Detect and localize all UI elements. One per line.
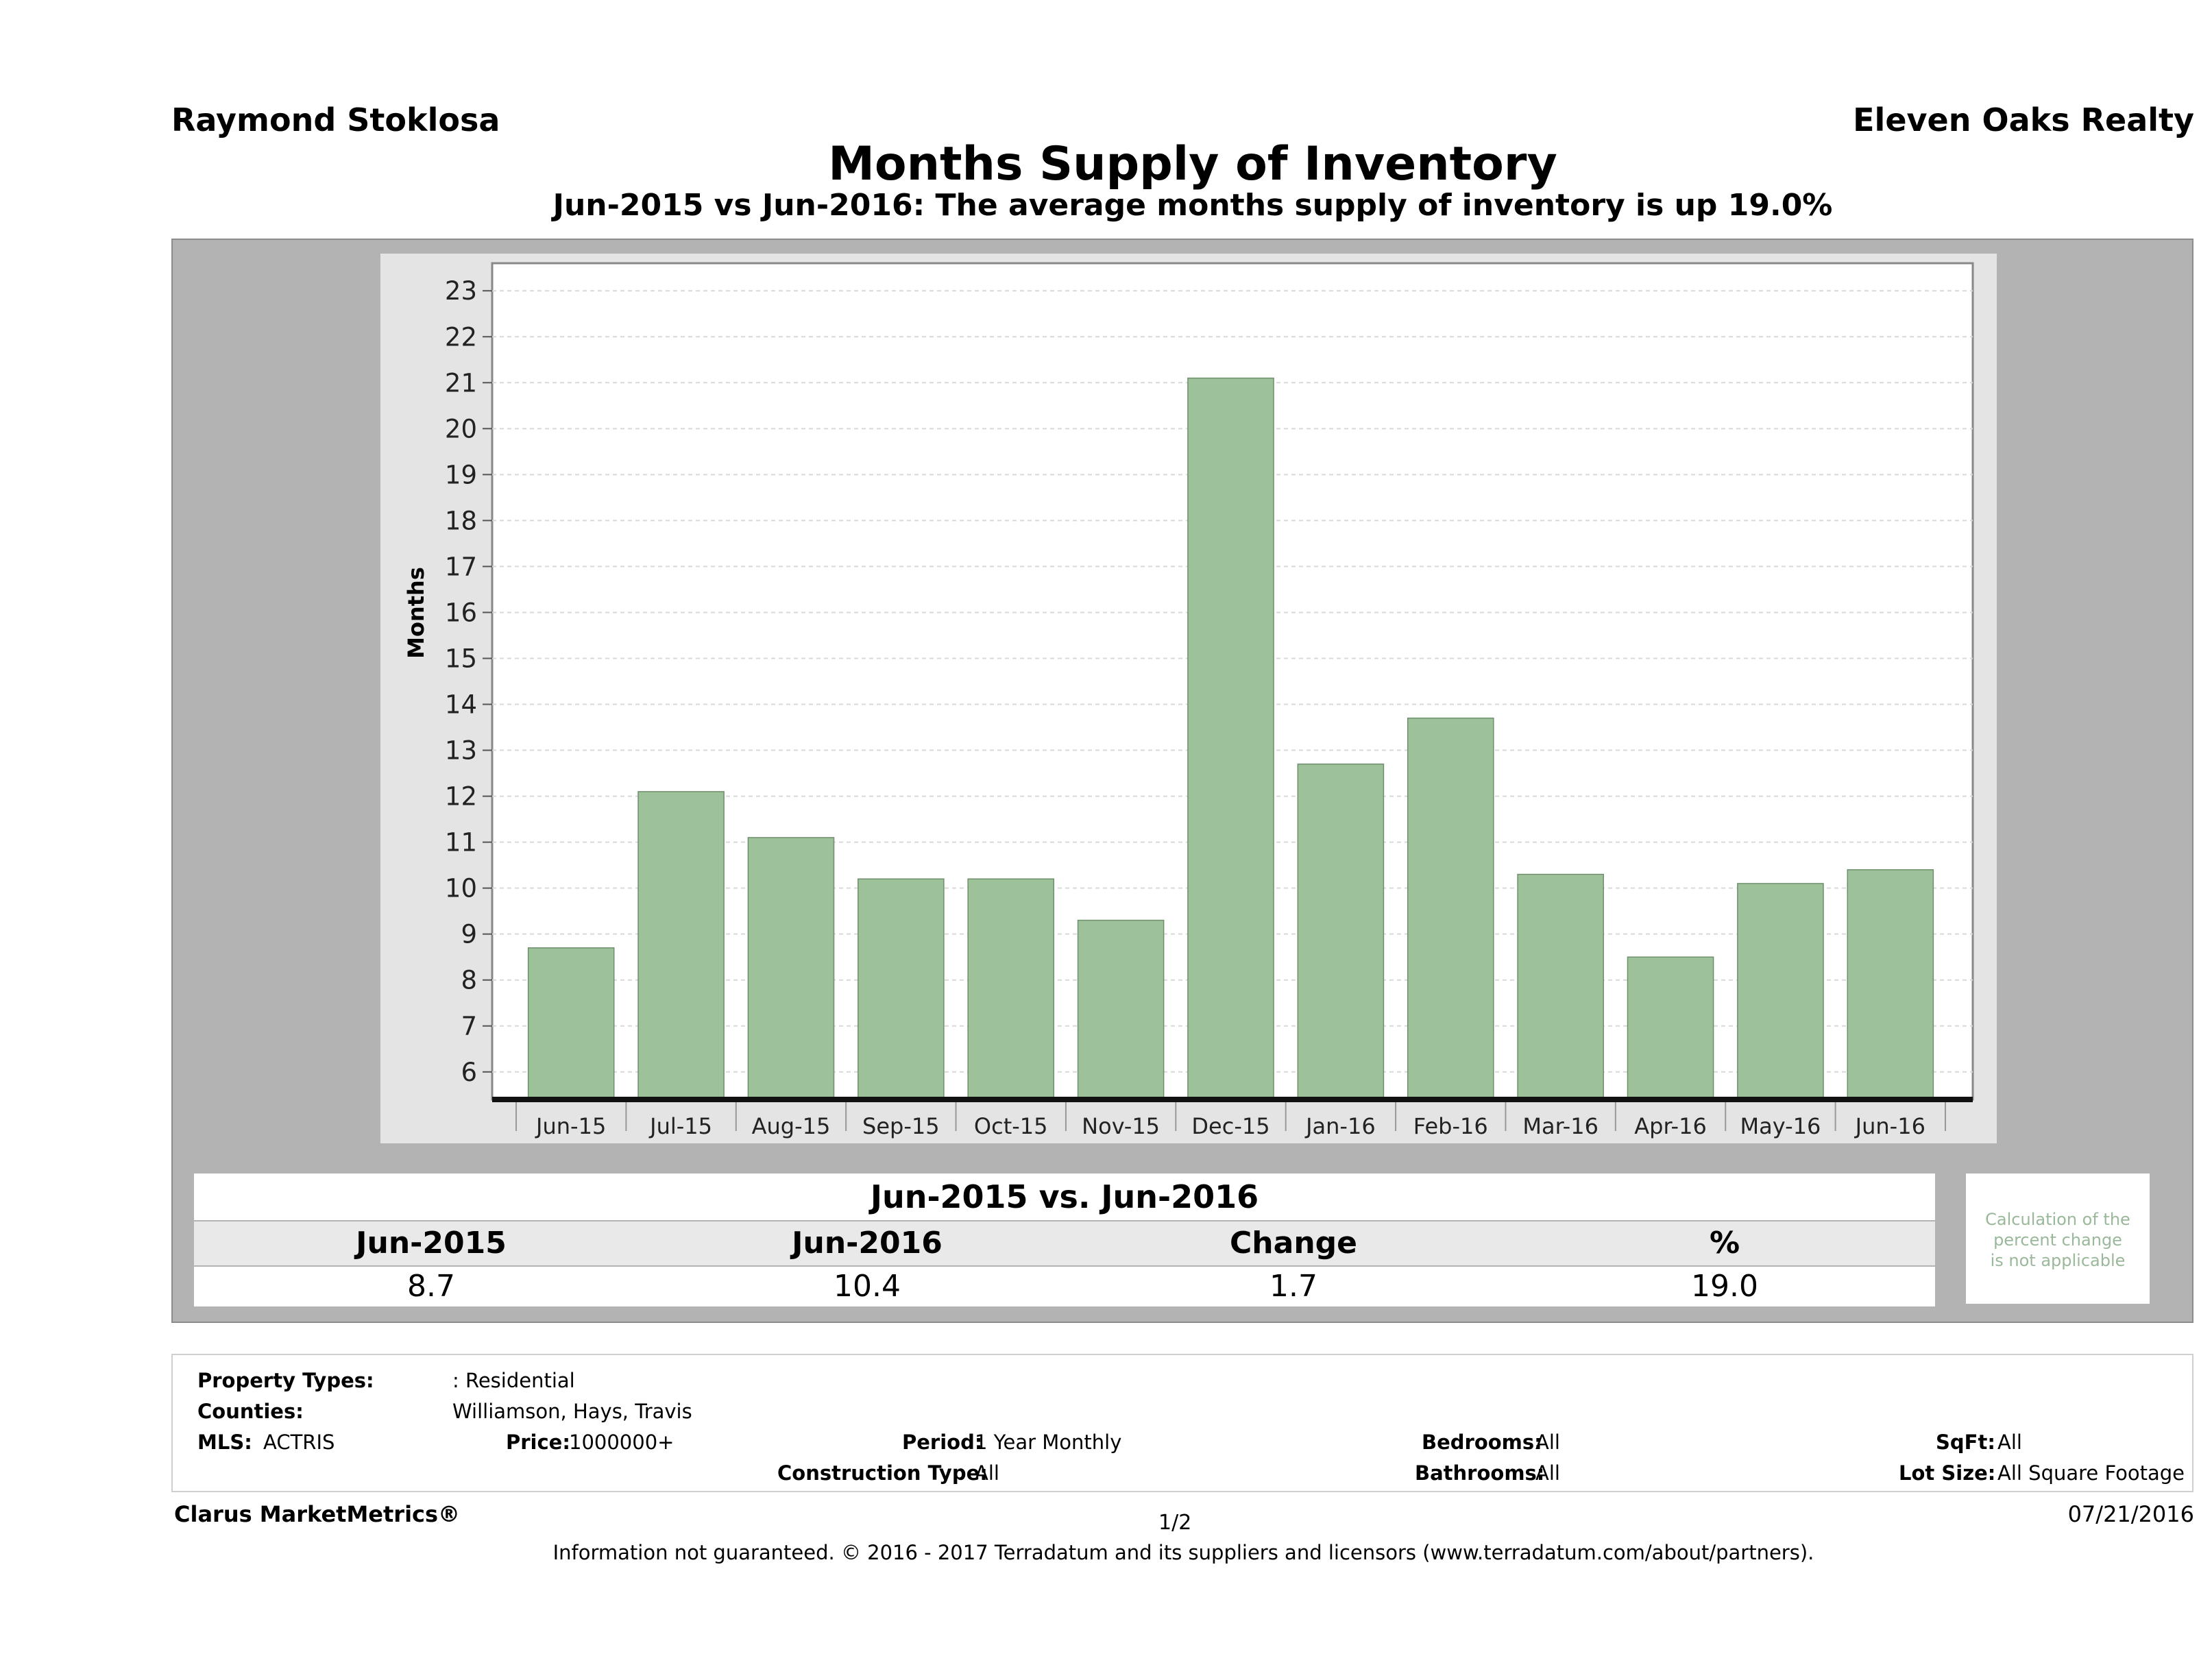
counties-value: Williamson, Hays, Travis: [452, 1400, 692, 1423]
bar-chart: 6 7 8 9 10 11 12 13 14 15 16 17 18 19 20 21 22 23 Jun-15 Ju…: [403, 262, 1974, 1139]
property-types-label: Property Types:: [197, 1369, 374, 1392]
construction-type-label: Construction Type:: [777, 1461, 988, 1485]
comparison-value-jun-2015: 8.7: [407, 1269, 455, 1304]
agent-name: Raymond Stoklosa: [171, 101, 500, 138]
sqft-value: All: [1997, 1431, 2022, 1454]
y-tick-label: 23: [445, 276, 477, 306]
lot-size-value: All Square Footage: [1997, 1461, 2185, 1485]
chart-subtitle: Jun-2015 vs Jun-2016: The average months…: [552, 188, 1833, 223]
note-line-2: percent change: [1993, 1230, 2122, 1250]
bathrooms-label: Bathrooms:: [1415, 1461, 1545, 1485]
bar-sep-15: [858, 878, 945, 1100]
bar-may-16: [1737, 883, 1824, 1100]
x-tick-label: Jun-15: [535, 1113, 606, 1139]
bar-jul-15: [637, 791, 725, 1100]
comparison-header-change: Change: [1230, 1226, 1357, 1261]
y-tick-label: 6: [461, 1058, 477, 1087]
x-tick-label: Nov-15: [1082, 1113, 1160, 1139]
bar-aug-15: [747, 837, 835, 1100]
y-tick-label: 13: [445, 736, 477, 766]
construction-type-value: All: [975, 1461, 999, 1485]
note-line-3: is not applicable: [1990, 1251, 2126, 1270]
property-types-value: : Residential: [452, 1369, 575, 1392]
bar-feb-16: [1407, 717, 1494, 1100]
mls-label: MLS:: [197, 1431, 252, 1454]
y-tick-label: 21: [445, 368, 477, 398]
note-line-1: Calculation of the: [1985, 1210, 2130, 1229]
percent-change-note: Calculation of the percent change is not…: [1966, 1174, 2150, 1304]
comparison-value-change: 1.7: [1269, 1269, 1317, 1304]
counties-label: Counties:: [197, 1400, 304, 1423]
mls-value: ACTRIS: [263, 1431, 335, 1454]
y-tick-label: 16: [445, 598, 477, 627]
price-value: 1000000+: [569, 1431, 674, 1454]
comparison-value-percent: 19.0: [1691, 1269, 1758, 1304]
report-date: 07/21/2016: [2067, 1501, 2194, 1527]
x-tick-label: Jan-16: [1304, 1113, 1376, 1139]
disclaimer: Information not guaranteed. © 2016 - 201…: [552, 1541, 1814, 1564]
bar-jan-16: [1297, 763, 1385, 1100]
brand-footer: Clarus MarketMetrics®: [174, 1501, 461, 1527]
y-tick-label: 10: [445, 874, 477, 903]
bar-jun-16: [1847, 869, 1934, 1100]
bathrooms-value: All: [1535, 1461, 1560, 1485]
comparison-header-row: Jun-2015 Jun-2016 Change %: [194, 1221, 1935, 1265]
bar-dec-15: [1187, 377, 1274, 1100]
x-tick-label: May-16: [1740, 1113, 1821, 1139]
x-tick-label: Feb-16: [1413, 1113, 1488, 1139]
y-tick-label: 22: [445, 322, 477, 352]
x-tick-label: Sep-15: [862, 1113, 940, 1139]
x-tick-label: Mar-16: [1522, 1113, 1599, 1139]
y-tick-label: 20: [445, 414, 477, 443]
y-tick-label: 12: [445, 782, 477, 812]
y-tick-label: 18: [445, 506, 477, 535]
comparison-header-percent: %: [1709, 1226, 1740, 1261]
y-axis-label: Months: [403, 567, 429, 659]
comparison-header-jun-2015: Jun-2015: [356, 1226, 507, 1261]
lot-size-label: Lot Size:: [1899, 1461, 1996, 1485]
bar-mar-16: [1517, 873, 1604, 1100]
y-tick-label: 19: [445, 460, 477, 489]
bar-jun-15: [527, 947, 615, 1100]
period-label: Period:: [902, 1431, 983, 1454]
brokerage-name: Eleven Oaks Realty: [1853, 101, 2194, 138]
comparison-value-row: 8.7 10.4 1.7 19.0: [194, 1267, 1935, 1306]
y-tick-label: 17: [445, 552, 477, 581]
y-tick-label: 7: [461, 1012, 477, 1041]
bar-apr-16: [1627, 956, 1714, 1100]
x-tick-label: Jun-16: [1854, 1113, 1925, 1139]
comparison-value-jun-2016: 10.4: [834, 1269, 901, 1304]
y-tick-label: 8: [461, 966, 477, 995]
y-tick-label: 14: [445, 690, 477, 720]
x-tick-label: Apr-16: [1634, 1113, 1707, 1139]
bedrooms-label: Bedrooms:: [1422, 1431, 1542, 1454]
comparison-header-jun-2016: Jun-2016: [792, 1226, 943, 1261]
y-tick-label: 11: [445, 828, 477, 858]
x-tick-label: Jul-15: [648, 1113, 712, 1139]
x-tick-label: Dec-15: [1191, 1113, 1269, 1139]
comparison-title: Jun-2015 vs. Jun-2016: [194, 1174, 1935, 1220]
sqft-label: SqFt:: [1936, 1431, 1995, 1454]
x-tick-label: Aug-15: [752, 1113, 831, 1139]
bar-oct-15: [967, 878, 1055, 1100]
chart-title: Months Supply of Inventory: [828, 137, 1557, 191]
x-tick-label: Oct-15: [974, 1113, 1048, 1139]
y-tick-label: 15: [445, 644, 477, 673]
search-parameters: Property Types: : Residential Counties: …: [171, 1354, 2193, 1492]
page-number: 1/2: [1158, 1511, 1192, 1535]
bar-nov-15: [1077, 919, 1165, 1100]
bedrooms-value: All: [1535, 1431, 1560, 1454]
period-value: 1 Year Monthly: [975, 1431, 1122, 1454]
price-label: Price:: [506, 1431, 570, 1454]
y-tick-label: 9: [461, 920, 477, 949]
